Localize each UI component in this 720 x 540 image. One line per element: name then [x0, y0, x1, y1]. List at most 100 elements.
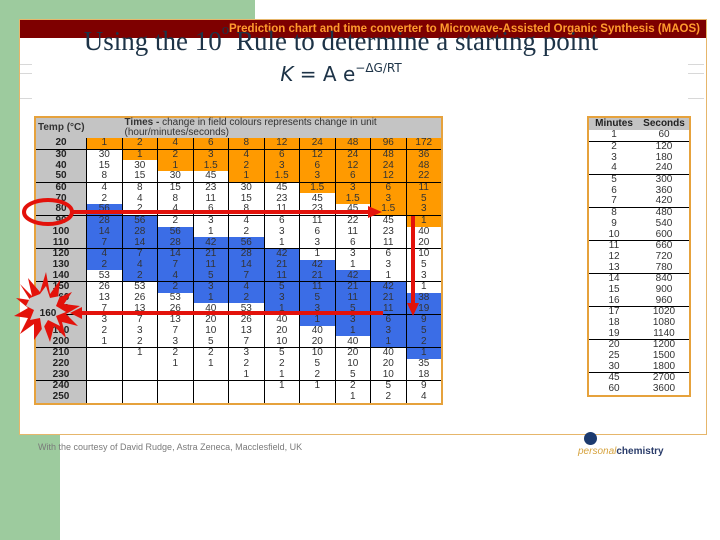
seconds-cell: 300: [639, 173, 690, 186]
time-cell: [192, 380, 229, 392]
converter-row: 8 480: [588, 206, 690, 219]
time-cell: [86, 347, 122, 359]
converter-row: 13 780: [588, 262, 690, 273]
time-cell: 3: [299, 237, 335, 249]
minutes-cell: 3: [611, 151, 617, 163]
minutes-cell: 9: [611, 217, 617, 229]
grid-tick: [20, 98, 32, 99]
time-cell: 4: [86, 181, 122, 194]
time-cell: 26: [121, 293, 158, 304]
time-cell: 1: [263, 303, 300, 315]
times-header-note: change in field colours represents chang…: [124, 117, 377, 138]
converter-row: 20 1200: [588, 339, 690, 351]
converter-row: 1 60: [588, 130, 690, 141]
minutes-cell: 15: [608, 283, 620, 295]
time-cell: 13: [157, 313, 193, 326]
time-cell: 20: [263, 326, 300, 337]
time-cell: 40: [405, 226, 442, 238]
time-cell: 28: [157, 237, 193, 249]
seconds-cell: 240: [655, 162, 673, 174]
time-cell: 8: [86, 171, 122, 183]
temp-cell: 230: [35, 369, 87, 381]
time-cell: 3: [370, 326, 406, 337]
time-cell: 3: [263, 160, 300, 172]
table-header-row: Temp (°C) Times - change in field colours…: [35, 117, 442, 138]
time-cell: 18: [405, 369, 442, 381]
time-cell: [121, 358, 158, 370]
temp-cell: 20: [35, 138, 87, 150]
time-cell: 11: [334, 293, 371, 304]
temp-cell: 250: [35, 392, 87, 404]
table-row: 40 15 30 1 1.5 2 3 6 12 24 48: [35, 160, 442, 172]
time-cell: 1: [405, 347, 442, 359]
temp-cell: 130: [35, 260, 87, 271]
time-cell: 3: [121, 326, 158, 337]
time-cell: 45: [334, 204, 371, 216]
time-cell: 4: [157, 204, 193, 216]
time-cell: 30: [86, 148, 122, 161]
time-cell: 1: [192, 293, 229, 304]
minutes-cell: 2: [588, 140, 639, 153]
converter-row: 14 840: [588, 272, 690, 285]
minutes-cell: 45: [588, 372, 639, 384]
formula-exponent: −ΔG/RT: [355, 61, 402, 75]
time-cell: 24: [370, 160, 406, 172]
minutes-cell: 30: [608, 360, 620, 372]
time-cell: 40: [370, 347, 406, 359]
table-row: 230 1 1 2 5 10 18: [35, 369, 442, 381]
time-cell: [157, 369, 193, 381]
time-cell: 11: [192, 193, 229, 205]
temp-cell: 60: [35, 181, 87, 194]
time-cell: 13: [86, 293, 122, 304]
time-cell: 9: [405, 313, 442, 326]
time-cell: 20: [334, 347, 371, 359]
minutes-header: Minutes: [588, 117, 639, 130]
seconds-cell: 780: [655, 261, 673, 273]
time-cell: 48: [370, 148, 406, 161]
converter-row: 11 660: [588, 239, 690, 252]
temp-cell: 170: [35, 303, 87, 315]
time-cell: 5: [299, 293, 335, 304]
temp-cell: 140: [35, 270, 87, 282]
seconds-cell: 600: [655, 228, 673, 240]
time-cell: 3: [228, 347, 264, 359]
seconds-cell: 120: [639, 140, 690, 153]
time-cell: [121, 369, 158, 381]
time-cell: 1.5: [263, 171, 300, 183]
converter-row: 9 540: [588, 217, 690, 230]
temp-cell: 150: [35, 280, 87, 293]
time-cell: 5: [405, 326, 442, 337]
converter-row: 60 3600: [588, 384, 690, 396]
time-cell: 2: [157, 280, 193, 293]
time-cell: 11: [405, 181, 442, 194]
temp-cell: 220: [35, 359, 87, 370]
time-cell: 5: [405, 193, 442, 205]
time-cell: 21: [192, 247, 229, 260]
time-cell: 38: [405, 293, 442, 304]
minutes-cell: 5: [588, 173, 639, 186]
converter-row: 2 120: [588, 140, 690, 153]
slide-heading: Using the 10o Rule to determine a starti…: [0, 22, 701, 57]
time-cell: 7: [157, 326, 193, 337]
minutes-cell: 14: [588, 272, 639, 285]
temp-cell: 190: [35, 326, 87, 337]
time-cell: [192, 391, 229, 404]
time-cell: 10: [370, 369, 406, 381]
time-cell: 3: [86, 313, 122, 326]
grid-tick: [20, 73, 32, 74]
time-cell: 8: [157, 193, 193, 205]
time-cell: 1: [370, 270, 406, 282]
time-cell: 9: [405, 380, 442, 392]
time-cell: 4: [121, 193, 158, 205]
time-cell: [263, 391, 300, 404]
minutes-cell: 11: [588, 239, 639, 252]
time-cell: 96: [370, 138, 406, 150]
time-cell: 45: [299, 193, 335, 205]
time-cell: 1: [228, 171, 264, 183]
converter-row: 12 720: [588, 252, 690, 263]
time-cell: 1: [299, 313, 335, 326]
time-cell: 42: [263, 247, 300, 260]
time-cell: 15: [121, 171, 158, 183]
converter-row: 45 2700: [588, 372, 690, 384]
time-cell: 11: [370, 237, 406, 249]
